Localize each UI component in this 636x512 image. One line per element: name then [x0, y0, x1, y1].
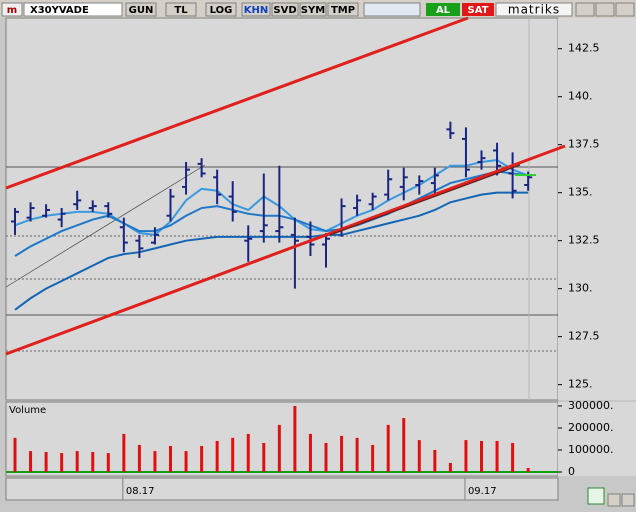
moving-average: [14, 159, 529, 236]
price-marks: [11, 121, 533, 311]
y-tick-label: 132.5: [568, 234, 600, 247]
y-tick-label: 300000.: [568, 399, 614, 412]
volume-bar: [200, 446, 204, 472]
refresh-button[interactable]: [587, 487, 605, 505]
y-tick-label: 125.: [568, 378, 593, 391]
toolbar-button-label: GUN: [129, 5, 154, 16]
moving-average: [14, 191, 529, 311]
volume-bar: [44, 451, 48, 472]
toolbar-button-label: TMP: [331, 5, 355, 16]
scroll-right[interactable]: [621, 493, 635, 507]
window-button[interactable]: [575, 2, 595, 17]
logo-mark: m: [7, 5, 17, 16]
volume-bar: [293, 405, 297, 472]
toolbar-button[interactable]: [327, 2, 359, 17]
volume-bar: [91, 451, 95, 472]
y-tick-label: 140.: [568, 90, 593, 103]
y-tick-label: 200000.: [568, 421, 614, 434]
channel-lower: [5, 144, 566, 356]
volume-bar: [340, 435, 344, 472]
sell-button[interactable]: [462, 3, 494, 16]
symbol: X30YVADE: [30, 5, 89, 16]
x-tick-label: 09.17: [468, 486, 497, 497]
volume-bar: [355, 437, 359, 472]
volume-bar: [464, 440, 468, 472]
volume-bar: [122, 433, 126, 472]
volume-bar: [417, 440, 421, 472]
volume-title: Volume: [9, 405, 46, 416]
volume-marks: [6, 405, 558, 473]
volume-axis-area: [558, 402, 636, 476]
volume-bar: [215, 440, 219, 472]
volume-bar: [324, 442, 328, 472]
y-tick-label: 137.5: [568, 138, 600, 151]
toolbar-button-label: TL: [174, 5, 188, 16]
toolbar-buttons: GUN TL LOG KHN SVD SYM TMP: [125, 2, 359, 17]
scroll-left[interactable]: [607, 493, 621, 507]
channel-upper: [5, 16, 469, 190]
volume-bar: [75, 451, 79, 472]
toolbar-button[interactable]: [299, 2, 327, 17]
channel-middle: [329, 164, 521, 236]
volume-bar: [29, 451, 33, 472]
volume-bar: [106, 453, 110, 472]
icon-group[interactable]: [363, 2, 421, 17]
symbol-box[interactable]: [23, 2, 123, 17]
toolbar-button[interactable]: [271, 2, 299, 17]
y-tick-label: 142.5: [568, 42, 600, 55]
volume-bar: [433, 449, 437, 472]
moving-average: [14, 170, 529, 257]
volume-bar: [60, 453, 64, 472]
date-strip: [5, 477, 559, 501]
volume-bar: [246, 433, 250, 472]
date-labels: 08.17 09.17: [122, 478, 497, 500]
brand-box: [495, 2, 573, 17]
toolbar-button[interactable]: [165, 2, 197, 17]
buy-button[interactable]: [426, 3, 460, 16]
volume-panel: [5, 401, 559, 477]
y-tick-label: 127.5: [568, 330, 600, 343]
volume-bar: [480, 440, 483, 472]
logo[interactable]: [1, 2, 23, 17]
volume-bar: [137, 444, 141, 472]
x-tick-label: 08.17: [126, 486, 155, 497]
window-button[interactable]: [595, 2, 615, 17]
volume-bar: [402, 418, 406, 472]
toolbar-button-label: KHN: [244, 5, 269, 16]
toolbar-button-label: LOG: [210, 5, 233, 16]
volume-bar: [448, 462, 452, 472]
toolbar-button[interactable]: [125, 2, 157, 17]
trend-line: [5, 164, 206, 288]
price-axis-area: [558, 18, 636, 400]
toolbar-button-label: SVD: [273, 5, 296, 16]
y-tick-label: 100000.: [568, 443, 614, 456]
y-tick-label: 0: [568, 465, 575, 478]
buy-label: AL: [436, 5, 451, 16]
volume-bar: [169, 446, 172, 472]
volume-bar: [262, 442, 266, 472]
volume-bar: [495, 440, 499, 472]
volume-bar: [308, 433, 312, 472]
volume-bar: [371, 444, 375, 472]
volume-bar: [184, 451, 188, 472]
brand: matriks: [508, 3, 560, 17]
volume-bar: [526, 468, 530, 472]
volume-bar: [13, 437, 17, 472]
volume-bar: [153, 451, 157, 472]
toolbar-button-label: SYM: [301, 5, 325, 16]
toolbar-button[interactable]: [241, 2, 271, 17]
volume-bar: [386, 424, 390, 472]
window-button[interactable]: [615, 2, 635, 17]
volume-bar: [231, 437, 235, 472]
volume-bar: [277, 424, 281, 472]
y-tick-label: 130.: [568, 282, 593, 295]
y-tick-label: 135.: [568, 186, 593, 199]
sell-label: SAT: [468, 5, 489, 16]
volume-bar: [511, 442, 515, 472]
toolbar-button[interactable]: [205, 2, 237, 17]
